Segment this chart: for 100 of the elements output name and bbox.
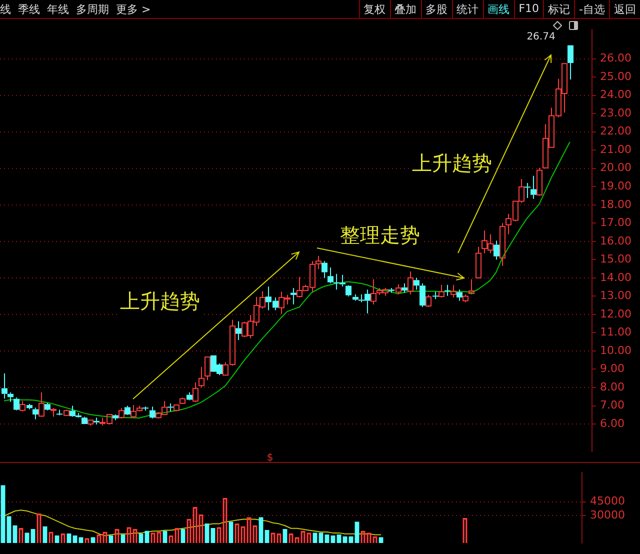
y-tick-label: 16.00 (600, 234, 632, 248)
y-tick-label: 7.00 (600, 398, 624, 412)
text: 标记 (543, 0, 574, 18)
bar (282, 528, 288, 543)
text: 季线 (18, 3, 40, 16)
candlestick (32, 407, 38, 420)
y-tick-label: 8.00 (600, 380, 624, 394)
bar (336, 534, 342, 543)
candlestick (168, 403, 174, 412)
candlestick (414, 277, 420, 290)
candlestick (236, 320, 242, 341)
annotation: 整理走势 (340, 223, 420, 248)
candlestick (494, 240, 500, 260)
candlestick (26, 403, 32, 410)
candlestick (198, 366, 204, 388)
candlestick (438, 284, 444, 298)
candlestick (352, 294, 358, 302)
candlestick (530, 175, 536, 200)
y-tick-label: 10.00 (600, 344, 632, 357)
bar (354, 522, 360, 543)
bar (312, 532, 318, 543)
y-tick-label: 26.00 (600, 52, 632, 65)
bar (204, 523, 210, 543)
y-tick-label: 23.00 (600, 106, 632, 120)
candlestick (38, 392, 44, 417)
candlestick (150, 406, 156, 420)
candlestick (408, 271, 414, 295)
y-tick-label: 30000 (590, 508, 625, 522)
candlestick (8, 392, 14, 402)
candlestick (568, 45, 574, 80)
y-tick-label: 14.00 (600, 270, 632, 284)
y-tick-label: 17.00 (600, 216, 632, 230)
candlestick (142, 406, 148, 412)
text: 叠加 (390, 0, 421, 18)
y-tick-label: 6.00 (600, 416, 624, 430)
y-tick-label: 24.00 (600, 88, 632, 102)
candlestick (456, 289, 462, 302)
bar (30, 528, 36, 543)
candlestick (94, 417, 100, 426)
candlestick (370, 278, 376, 305)
bar (12, 525, 18, 543)
bar (6, 516, 12, 543)
bar (162, 530, 168, 543)
candlestick (290, 287, 296, 305)
candlestick (328, 267, 334, 284)
text: 多周期 (76, 3, 109, 16)
candlestick (346, 286, 352, 297)
y-tick-label: 25.00 (600, 70, 632, 83)
text: -自选 (574, 0, 609, 18)
candlestick (444, 284, 450, 296)
bar (144, 530, 150, 543)
text: 统计 (452, 0, 483, 18)
candlestick (524, 182, 530, 198)
y-tick-label: 11.00 (600, 326, 632, 339)
candlestick (82, 416, 88, 424)
text: 多股 (420, 0, 452, 18)
candlestick (450, 284, 456, 298)
bar (324, 534, 330, 543)
bar (138, 534, 144, 543)
bar (0, 485, 6, 543)
text: 复权 (358, 0, 390, 18)
y-tick-label: 19.00 (600, 179, 632, 192)
y-tick-label: 45000 (590, 494, 625, 508)
candlestick (500, 222, 506, 266)
bar (24, 532, 30, 543)
bar (120, 534, 126, 543)
candlestick (420, 282, 426, 308)
text: $ (266, 452, 274, 464)
y-tick-label: 18.00 (600, 198, 632, 211)
candlestick (316, 255, 322, 270)
candlestick (402, 282, 408, 294)
y-tick-label: 21.00 (600, 142, 632, 156)
text: 年线 (47, 3, 69, 16)
bar (258, 517, 264, 543)
y-tick-label: 9.00 (600, 362, 624, 376)
text: 更多 > (116, 3, 151, 16)
bar (228, 522, 234, 543)
annotation: 26.74 (526, 32, 556, 43)
bar (66, 534, 72, 543)
bar (180, 528, 186, 543)
text: 画线 (482, 0, 514, 18)
annotation: 上升趋势 (120, 289, 200, 314)
y-tick-label: 12.00 (600, 307, 632, 320)
y-tick-label: 22.00 (600, 124, 632, 138)
bar (318, 532, 324, 543)
candlestick (130, 404, 136, 418)
text: 线 (0, 3, 11, 16)
candlestick (322, 260, 328, 278)
text: 返回 (609, 0, 640, 18)
candlestick (468, 278, 474, 295)
bar (42, 526, 48, 543)
y-tick-label: 15.00 (600, 252, 632, 266)
text: F10 (514, 0, 544, 18)
candlestick (2, 372, 8, 400)
y-tick-label: 20.00 (600, 161, 632, 174)
y-tick-label: 13.00 (600, 289, 632, 302)
bar (264, 530, 270, 543)
annotation: 上升趋势 (412, 151, 492, 176)
candlestick (186, 392, 192, 400)
bar (210, 528, 216, 543)
